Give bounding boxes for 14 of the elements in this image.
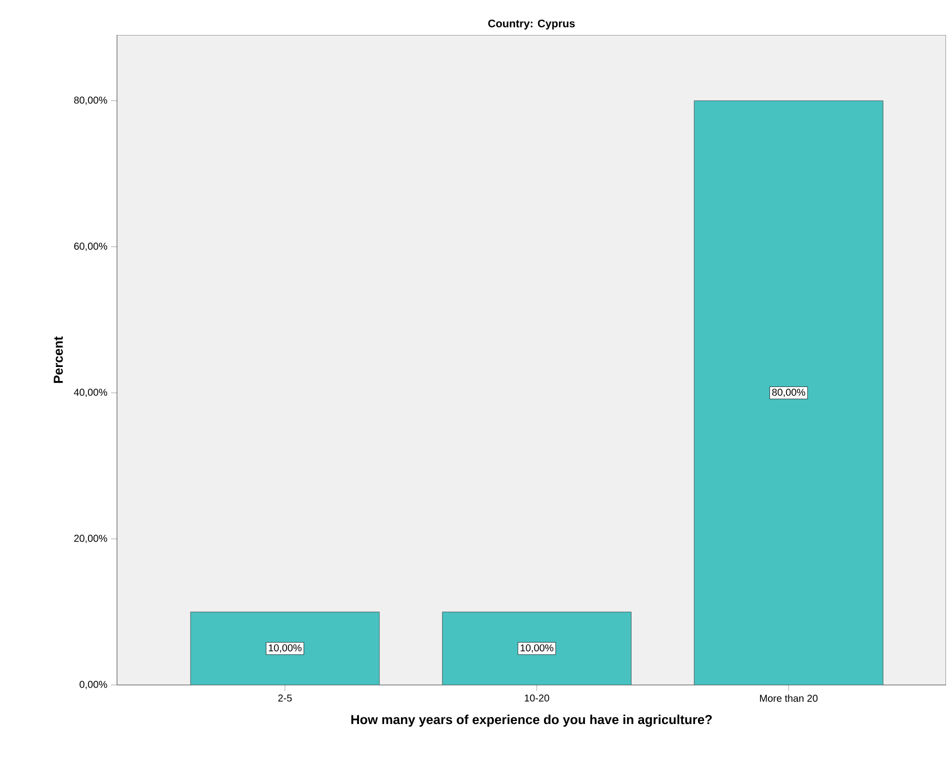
y-axis-title: Percent	[54, 336, 63, 383]
chart-title: Country: Cyprus	[488, 20, 575, 30]
x-tick-label: More than 20	[760, 694, 818, 702]
data-label: 80,00%	[772, 388, 806, 397]
data-label: 10,00%	[520, 644, 554, 653]
y-tick-label: 20,00%	[74, 534, 108, 544]
y-tick-label: 60,00%	[74, 242, 108, 251]
x-tick-label: 2-5	[278, 694, 292, 702]
data-label: 10,00%	[268, 644, 302, 653]
y-tick-label: 80,00%	[74, 96, 108, 105]
x-axis-title: How many years of experience do you have in agriculture?	[351, 714, 712, 727]
y-tick-label: 0,00%	[80, 680, 108, 690]
x-tick-label: 10-20	[524, 694, 550, 702]
y-tick-label: 40,00%	[74, 388, 108, 397]
